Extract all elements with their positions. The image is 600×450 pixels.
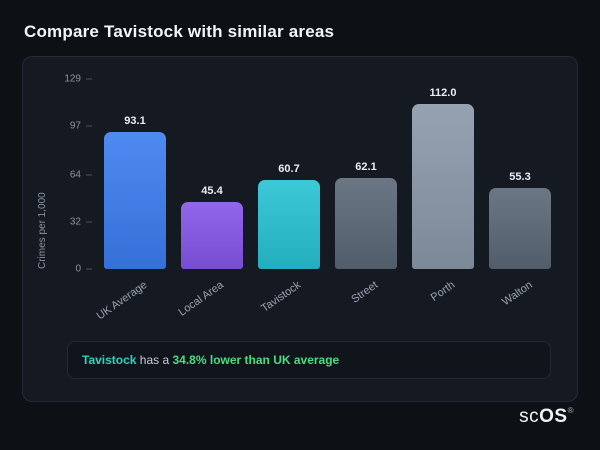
summary-middle-text: has a: [136, 353, 173, 367]
bar-column: 45.4: [181, 79, 243, 269]
x-tick-label: Porth: [428, 279, 458, 304]
logo-row: scOS®: [22, 402, 578, 428]
y-axis: 0 32 64 97 129: [50, 74, 94, 275]
y-tick: 129: [64, 74, 92, 85]
x-label-cell: UK Average: [95, 275, 166, 327]
plot-area: 0 32 64 97 129 93.1 45.4 60.7 62.1 112.0 55.3 UK …: [50, 74, 557, 327]
summary-note: Tavistock has a 34.8% lower than UK aver…: [67, 341, 551, 379]
bar-value-label: 60.7: [278, 162, 300, 175]
x-tick-label: Walton: [499, 279, 535, 309]
bar-value-label: 45.4: [201, 185, 223, 198]
x-tick-label: Tavistock: [259, 279, 304, 315]
bar-value-label: 55.3: [509, 170, 531, 183]
x-tick-label: Local Area: [176, 279, 227, 319]
page-title: Compare Tavistock with similar areas: [24, 22, 335, 41]
x-label-cell: Porth: [412, 275, 474, 327]
y-tick-label: 64: [69, 169, 81, 181]
summary-area-name: Tavistock: [82, 353, 137, 367]
bar-uk-average[interactable]: [104, 131, 166, 269]
bar-column: 93.1: [104, 79, 166, 269]
x-label-cell: Tavistock: [258, 275, 320, 327]
bar-column: 112.0: [412, 79, 474, 269]
logo-sc-text: sc: [519, 406, 540, 427]
y-tick: 32: [70, 216, 92, 227]
x-labels: UK Average Local Area Tavistock Street Porth…: [95, 275, 551, 327]
y-tick-label: 32: [69, 216, 81, 228]
bar-local-area[interactable]: [181, 202, 243, 269]
bar-value-label: 62.1: [355, 160, 377, 173]
y-tick-mark: [86, 78, 92, 80]
y-tick: 0: [75, 264, 92, 275]
x-label-cell: Local Area: [177, 275, 243, 327]
bar-value-label: 93.1: [124, 114, 146, 127]
bar-porth[interactable]: [412, 104, 474, 269]
bar-column: 60.7: [258, 79, 320, 269]
bar-walton[interactable]: [489, 187, 551, 269]
x-label-cell: Street: [335, 275, 397, 327]
y-tick: 64: [70, 169, 92, 180]
y-tick: 97: [70, 121, 92, 132]
bar-street[interactable]: [335, 177, 397, 269]
y-tick-mark: [86, 268, 92, 270]
logo-os-text: OS: [539, 406, 568, 427]
scos-logo: scOS®: [519, 406, 574, 428]
bar-chart: Crimes per 1,000 0 32 64 97 129 93.1 45.4 60.7…: [37, 74, 557, 327]
y-tick-mark: [86, 125, 92, 127]
x-tick-label: Street: [349, 279, 381, 306]
summary-stat: 34.8% lower than UK average: [172, 353, 340, 367]
y-tick-label: 0: [75, 263, 81, 275]
bar-value-label: 112.0: [429, 87, 457, 100]
y-tick-mark: [86, 174, 92, 176]
y-tick-mark: [86, 221, 92, 223]
bars-area: 93.1 45.4 60.7 62.1 112.0 55.3 UK Average Loca…: [94, 79, 557, 327]
bars: 93.1 45.4 60.7 62.1 112.0 55.3: [104, 79, 551, 269]
y-tick-label: 129: [64, 73, 81, 85]
y-axis-title: Crimes per 1,000: [37, 192, 48, 269]
bar-column: 62.1: [335, 79, 397, 269]
chart-card: Crimes per 1,000 0 32 64 97 129 93.1 45.4 60.7…: [22, 56, 578, 402]
logo-registered-mark: ®: [567, 406, 574, 415]
bar-column: 55.3: [489, 79, 551, 269]
x-tick-label: UK Average: [94, 279, 150, 323]
y-tick-label: 97: [69, 120, 81, 132]
bar-tavistock[interactable]: [258, 179, 320, 269]
x-label-cell: Walton: [489, 275, 551, 327]
